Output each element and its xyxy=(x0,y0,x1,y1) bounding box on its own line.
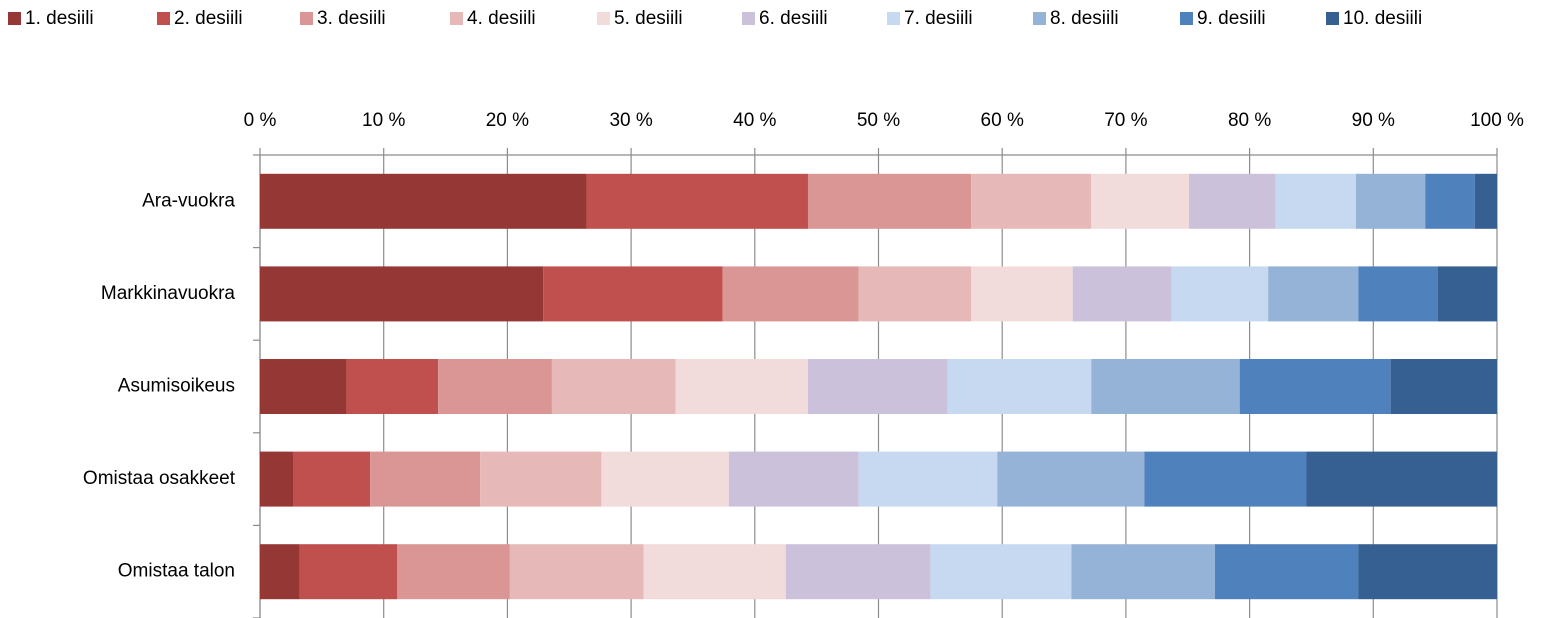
legend-label: 2. desiili xyxy=(174,8,243,29)
bar-segment xyxy=(807,173,972,229)
legend-label: 4. desiili xyxy=(467,8,536,29)
bar-segment xyxy=(1071,544,1215,600)
bar-segment xyxy=(438,359,552,414)
bar-segment xyxy=(1239,359,1391,414)
y-tick-label: Ara-vuokra xyxy=(142,190,235,211)
bar-segment xyxy=(1275,173,1356,229)
bar-segment xyxy=(543,266,723,322)
bar-segment xyxy=(1091,173,1189,229)
bar-segment xyxy=(930,544,1072,600)
legend-swatch xyxy=(300,12,313,25)
bar-segment xyxy=(293,451,371,507)
bar-segment xyxy=(586,173,808,229)
y-tick-label: Asumisoikeus xyxy=(118,376,235,397)
bar-segment xyxy=(722,266,859,322)
legend-swatch xyxy=(742,12,755,25)
x-tick-label: 40 % xyxy=(733,110,776,131)
bar-segment xyxy=(947,359,1092,414)
x-tick-label: 70 % xyxy=(1104,110,1147,131)
legend-label: 10. desiili xyxy=(1343,8,1422,29)
x-tick-label: 60 % xyxy=(981,110,1024,131)
bar-segment xyxy=(1188,173,1276,229)
bar-segment xyxy=(346,359,439,414)
legend-swatch xyxy=(1180,12,1193,25)
bar-segment xyxy=(1306,451,1497,507)
bar-segment xyxy=(807,359,948,414)
bar-segment xyxy=(971,173,1092,229)
bar-segment xyxy=(260,173,587,229)
bar-segment xyxy=(299,544,398,600)
x-tick-label: 20 % xyxy=(486,110,529,131)
y-tick-label: Omistaa talon xyxy=(118,561,235,582)
x-tick-label: 0 % xyxy=(244,110,277,131)
y-tick-label: Omistaa osakkeet xyxy=(83,468,236,489)
legend-swatch xyxy=(8,12,21,25)
x-tick-label: 80 % xyxy=(1228,110,1271,131)
bar-segment xyxy=(1072,266,1172,322)
bar-segment xyxy=(971,266,1073,322)
bar-segment xyxy=(997,451,1145,507)
bar-segment xyxy=(260,544,300,600)
legend-swatch xyxy=(887,12,900,25)
bar-segment xyxy=(675,359,808,414)
bar-segment xyxy=(480,451,602,507)
legend-label: 5. desiili xyxy=(614,8,683,29)
legend-swatch xyxy=(1033,12,1046,25)
bar-segment xyxy=(260,359,347,414)
legend-label: 6. desiili xyxy=(759,8,828,29)
bar-segment xyxy=(370,451,481,507)
bar-segment xyxy=(1358,266,1438,322)
legend-swatch xyxy=(450,12,463,25)
bar-segment xyxy=(1268,266,1359,322)
bar-segment xyxy=(1144,451,1307,507)
x-tick-label: 10 % xyxy=(362,110,405,131)
bar-segment xyxy=(509,544,644,600)
bar-segment xyxy=(1425,173,1475,229)
bar-segment xyxy=(551,359,676,414)
bar-segment xyxy=(397,544,510,600)
bar-segment xyxy=(858,266,972,322)
x-tick-label: 100 % xyxy=(1470,110,1524,131)
legend-label: 7. desiili xyxy=(904,8,973,29)
legend-label: 1. desiili xyxy=(25,8,94,29)
legend-label: 3. desiili xyxy=(317,8,386,29)
bar-segment xyxy=(601,451,729,507)
bar-segment xyxy=(260,451,294,507)
bar-segment xyxy=(1474,173,1497,229)
legend-swatch xyxy=(597,12,610,25)
bar-segment xyxy=(1358,544,1497,600)
x-tick-label: 90 % xyxy=(1352,110,1395,131)
x-tick-label: 50 % xyxy=(857,110,900,131)
bar-segment xyxy=(643,544,786,600)
x-tick-label: 30 % xyxy=(609,110,652,131)
bar-segment xyxy=(1390,359,1497,414)
bar-segment xyxy=(1437,266,1497,322)
y-tick-label: Markkinavuokra xyxy=(101,283,236,304)
legend-label: 8. desiili xyxy=(1050,8,1119,29)
bar-segment xyxy=(1355,173,1426,229)
bar-segment xyxy=(260,266,544,322)
bar-segment xyxy=(1091,359,1240,414)
legend-swatch xyxy=(1326,12,1339,25)
bar-segment xyxy=(728,451,859,507)
legend-swatch xyxy=(157,12,170,25)
bar-segment xyxy=(785,544,931,600)
legend-label: 9. desiili xyxy=(1197,8,1266,29)
bar-segment xyxy=(1171,266,1269,322)
bar-segment xyxy=(858,451,998,507)
bar-segment xyxy=(1214,544,1359,600)
